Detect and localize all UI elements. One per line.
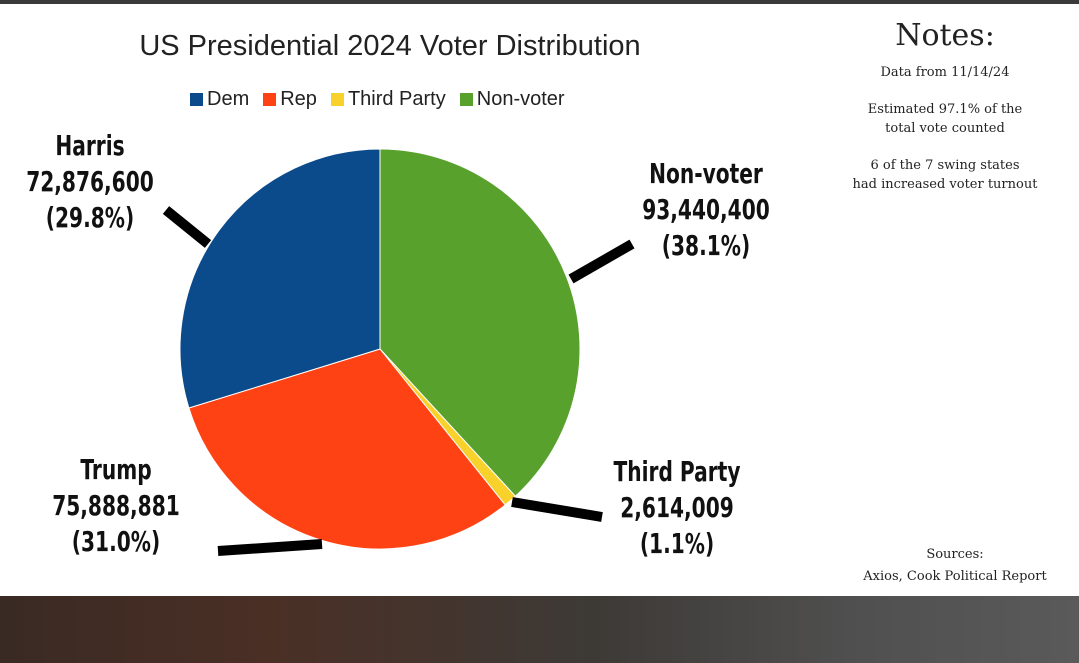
chart-legend: Dem Rep Third Party Non-voter bbox=[190, 88, 565, 111]
pie-slice-non-voter bbox=[379, 148, 581, 497]
legend-label-non-voter: Non-voter bbox=[476, 88, 565, 110]
slice-label-trump-percent: (31.0%) bbox=[71, 525, 161, 558]
legend-item-rep: Rep bbox=[263, 88, 317, 111]
slice-label-third-party-value: 2,614,009 bbox=[620, 491, 734, 524]
notes-date-text: Data from 11/14/24 bbox=[880, 65, 1010, 80]
leader-line-harris bbox=[162, 206, 212, 248]
leader-line-trump bbox=[217, 539, 323, 556]
notes-swing-states-line-2: had increased voter turnout bbox=[852, 177, 1038, 192]
slice-label-harris-percent: (29.8%) bbox=[45, 201, 135, 234]
leader-line-non-voter bbox=[568, 239, 635, 284]
chart-title: US Presidential 2024 Voter Distribution bbox=[139, 30, 641, 62]
slice-label-non-voter-name: Non-voter bbox=[649, 157, 763, 190]
legend-swatch-third-party bbox=[330, 93, 344, 106]
slice-label-non-voter: Non-voter 93,440,400 (38.1%) bbox=[634, 156, 778, 264]
legend-item-dem: Dem bbox=[190, 88, 249, 111]
legend-swatch-dem bbox=[190, 93, 203, 106]
legend-label-dem: Dem bbox=[207, 88, 250, 110]
slice-label-third-party-percent: (1.1%) bbox=[639, 527, 715, 560]
notes-vote-counted-line-2: total vote counted bbox=[885, 121, 1005, 136]
notes-date: Data from 11/14/24 bbox=[830, 63, 1060, 82]
pie-chart bbox=[162, 148, 635, 556]
slice-label-non-voter-percent: (38.1%) bbox=[661, 229, 751, 262]
sources: Sources: Axios, Cook Political Report bbox=[840, 544, 1070, 588]
notes-title: Notes: bbox=[895, 18, 995, 53]
slice-label-harris: Harris 72,876,600 (29.8%) bbox=[18, 128, 162, 236]
sources-label: Sources: bbox=[926, 547, 984, 562]
slice-label-trump-value: 75,888,881 bbox=[52, 489, 180, 522]
slice-label-non-voter-value: 93,440,400 bbox=[642, 193, 770, 226]
notes-vote-counted: Estimated 97.1% of the total vote counte… bbox=[830, 100, 1060, 138]
legend-swatch-rep bbox=[263, 93, 277, 106]
legend-swatch-non-voter bbox=[459, 93, 473, 106]
legend-label-rep: Rep bbox=[280, 88, 317, 110]
video-bottom-band bbox=[0, 596, 1079, 663]
slice-label-trump-name: Trump bbox=[80, 453, 152, 486]
sources-text: Axios, Cook Political Report bbox=[863, 569, 1047, 584]
slice-label-third-party: Third Party 2,614,009 (1.1%) bbox=[605, 454, 749, 562]
leader-line-third-party bbox=[511, 497, 603, 522]
slide: US Presidential 2024 Voter Distribution … bbox=[0, 4, 1079, 596]
notes-swing-states-line-1: 6 of the 7 swing states bbox=[870, 158, 1020, 173]
slice-label-trump: Trump 75,888,881 (31.0%) bbox=[44, 452, 188, 560]
legend-label-third-party: Third Party bbox=[347, 88, 446, 110]
slice-label-harris-name: Harris bbox=[55, 129, 125, 162]
legend-item-third-party: Third Party bbox=[330, 88, 446, 111]
slice-label-harris-value: 72,876,600 bbox=[26, 165, 154, 198]
notes-vote-counted-line-1: Estimated 97.1% of the bbox=[867, 102, 1023, 117]
notes-swing-states: 6 of the 7 swing states had increased vo… bbox=[830, 156, 1060, 194]
legend-item-non-voter: Non-voter bbox=[459, 88, 565, 111]
window-top-bar bbox=[0, 0, 1079, 4]
notes-panel: Notes: Data from 11/14/24 Estimated 97.1… bbox=[830, 18, 1060, 212]
slice-label-third-party-name: Third Party bbox=[613, 455, 741, 488]
pie-slice-harris bbox=[179, 148, 381, 409]
